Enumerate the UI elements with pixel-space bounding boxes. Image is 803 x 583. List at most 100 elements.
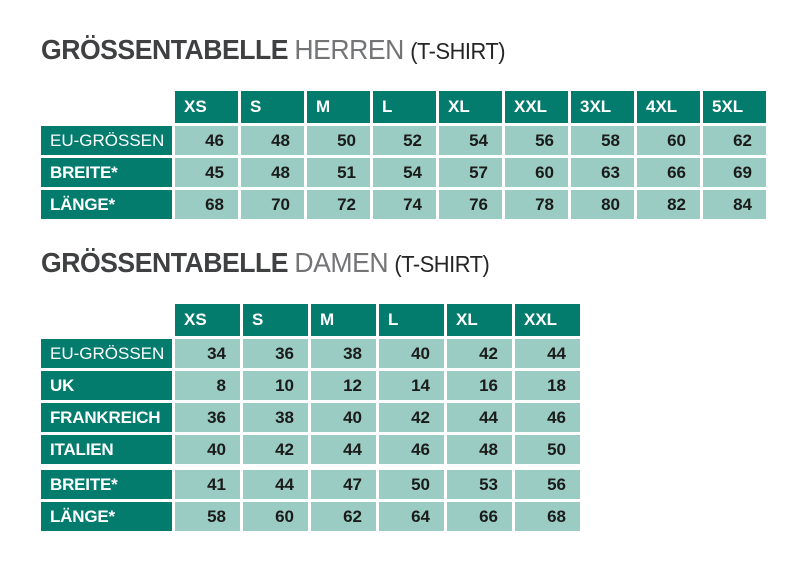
value-cell: 46 (175, 126, 238, 155)
column-header-xl: XL (439, 91, 502, 123)
value-cell: 62 (703, 126, 766, 155)
value-cell: 76 (439, 190, 502, 219)
value-cell: 78 (505, 190, 568, 219)
column-header-xs: XS (175, 304, 240, 336)
row-label: UK (41, 371, 172, 400)
value-cell: 68 (175, 190, 238, 219)
value-cell: 54 (439, 126, 502, 155)
table-row: EU-GRÖSSEN 46 48 50 52 54 56 58 60 62 (41, 126, 803, 155)
value-cell: 51 (307, 158, 370, 187)
value-cell: 74 (373, 190, 436, 219)
column-header-m: M (307, 91, 370, 123)
table-row: EU-GRÖSSEN 34 36 38 40 42 44 (41, 339, 803, 368)
value-cell: 44 (311, 435, 376, 464)
value-cell: 82 (637, 190, 700, 219)
value-cell: 42 (447, 339, 512, 368)
value-cell: 64 (379, 502, 444, 531)
value-cell: 56 (515, 470, 580, 499)
value-cell: 44 (447, 403, 512, 432)
value-cell: 41 (175, 470, 240, 499)
value-cell: 66 (447, 502, 512, 531)
value-cell: 53 (447, 470, 512, 499)
value-cell: 72 (307, 190, 370, 219)
value-cell: 46 (515, 403, 580, 432)
column-header-l: L (373, 91, 436, 123)
table-row: BREITE* 45 48 51 54 57 60 63 66 69 (41, 158, 803, 187)
row-label: BREITE* (41, 158, 172, 187)
value-cell: 80 (571, 190, 634, 219)
value-cell: 10 (243, 371, 308, 400)
row-label: EU-GRÖSSEN (41, 126, 172, 155)
header-row: XS S M L XL XXL 3XL 4XL 5XL (41, 91, 803, 123)
corner-spacer (41, 304, 172, 336)
corner-spacer (41, 91, 172, 123)
value-cell: 45 (175, 158, 238, 187)
size-table-damen: XS S M L XL XXL EU-GRÖSSEN 34 36 38 40 42 44 UK 8 10 12 1… (41, 304, 803, 531)
value-cell: 60 (505, 158, 568, 187)
value-cell: 48 (241, 126, 304, 155)
value-cell: 36 (175, 403, 240, 432)
table-row: LÄNGE* 68 70 72 74 76 78 80 82 84 (41, 190, 803, 219)
title-main: GRÖSSENTABELLE (41, 247, 289, 278)
size-table-section-herren: GRÖSSENTABELLE HERREN (T-SHIRT) XS S M L XL XX… (41, 36, 803, 219)
table-row: BREITE* 41 44 47 50 53 56 (41, 470, 803, 499)
value-cell: 84 (703, 190, 766, 219)
value-cell: 47 (311, 470, 376, 499)
title-main: GRÖSSENTABELLE (41, 34, 289, 65)
value-cell: 69 (703, 158, 766, 187)
value-cell: 52 (373, 126, 436, 155)
value-cell: 60 (637, 126, 700, 155)
row-label: EU-GRÖSSEN (41, 339, 172, 368)
column-header-xxl: XXL (505, 91, 568, 123)
column-header-l: L (379, 304, 444, 336)
column-header-4xl: 4XL (637, 91, 700, 123)
row-label: LÄNGE* (41, 190, 172, 219)
value-cell: 62 (311, 502, 376, 531)
column-header-xs: XS (175, 91, 238, 123)
value-cell: 58 (175, 502, 240, 531)
column-header-xxl: XXL (515, 304, 580, 336)
value-cell: 54 (373, 158, 436, 187)
table-title-herren: GRÖSSENTABELLE HERREN (T-SHIRT) (41, 36, 765, 64)
table-title-damen: GRÖSSENTABELLE DAMEN (T-SHIRT) (41, 249, 765, 277)
value-cell: 66 (637, 158, 700, 187)
table-row: ITALIEN 40 42 44 46 48 50 (41, 435, 803, 464)
value-cell: 40 (311, 403, 376, 432)
value-cell: 48 (447, 435, 512, 464)
header-row: XS S M L XL XXL (41, 304, 803, 336)
column-header-m: M (311, 304, 376, 336)
value-cell: 57 (439, 158, 502, 187)
value-cell: 50 (307, 126, 370, 155)
value-cell: 63 (571, 158, 634, 187)
row-label: FRANKREICH (41, 403, 172, 432)
row-label: LÄNGE* (41, 502, 172, 531)
title-sub: HERREN (294, 34, 404, 65)
title-suffix: (T-SHIRT) (410, 38, 506, 64)
value-cell: 44 (243, 470, 308, 499)
column-header-5xl: 5XL (703, 91, 766, 123)
value-cell: 50 (515, 435, 580, 464)
table-row: UK 8 10 12 14 16 18 (41, 371, 803, 400)
value-cell: 14 (379, 371, 444, 400)
value-cell: 18 (515, 371, 580, 400)
column-header-xl: XL (447, 304, 512, 336)
value-cell: 8 (175, 371, 240, 400)
value-cell: 48 (241, 158, 304, 187)
title-suffix: (T-SHIRT) (394, 251, 490, 277)
value-cell: 36 (243, 339, 308, 368)
row-label: BREITE* (41, 470, 172, 499)
value-cell: 58 (571, 126, 634, 155)
value-cell: 60 (243, 502, 308, 531)
value-cell: 38 (243, 403, 308, 432)
value-cell: 70 (241, 190, 304, 219)
value-cell: 16 (447, 371, 512, 400)
value-cell: 42 (379, 403, 444, 432)
column-header-s: S (241, 91, 304, 123)
value-cell: 40 (175, 435, 240, 464)
value-cell: 50 (379, 470, 444, 499)
value-cell: 34 (175, 339, 240, 368)
table-row: LÄNGE* 58 60 62 64 66 68 (41, 502, 803, 531)
title-sub: DAMEN (294, 247, 389, 278)
table-row: FRANKREICH 36 38 40 42 44 46 (41, 403, 803, 432)
